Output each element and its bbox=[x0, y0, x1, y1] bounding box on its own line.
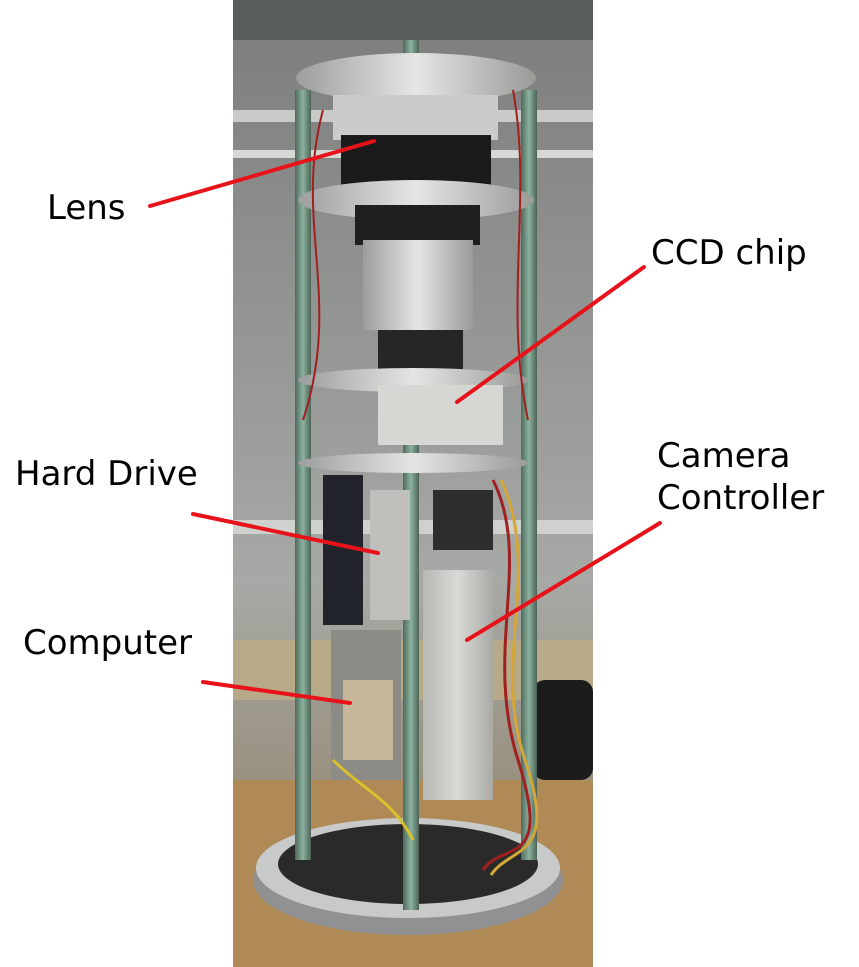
ccd-chip-label: CCD chip bbox=[651, 233, 807, 273]
hard-drive bbox=[370, 490, 410, 620]
top-plate bbox=[296, 53, 536, 103]
ccd-chip-housing bbox=[378, 385, 503, 445]
camera-controller-label-line1: Camera bbox=[657, 436, 791, 476]
camera-controller-box bbox=[423, 570, 493, 800]
cable-bundle bbox=[323, 475, 363, 625]
lens-barrel bbox=[363, 240, 473, 330]
camera-controller-label-line2: Controller bbox=[657, 478, 825, 518]
lens-housing bbox=[333, 95, 498, 140]
lens-label: Lens bbox=[47, 188, 126, 228]
computer-label: Computer bbox=[23, 623, 193, 663]
instrument-photo bbox=[233, 0, 593, 967]
lens-focus-ring bbox=[341, 135, 491, 185]
hard-drive-label: Hard Drive bbox=[15, 454, 198, 494]
support-rod bbox=[295, 90, 311, 860]
